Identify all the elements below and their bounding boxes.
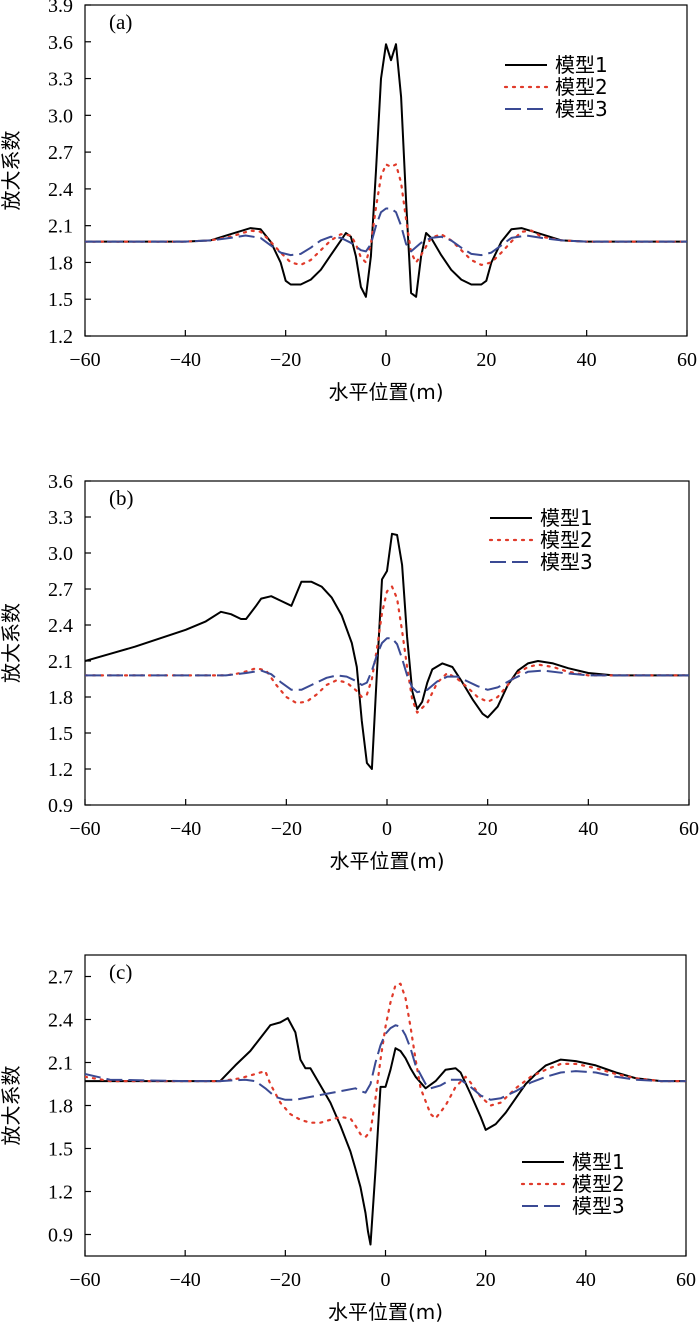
- legend-label-model-3: 模型3: [572, 1194, 625, 1218]
- series-line-model-2: [85, 982, 686, 1139]
- y-tick-label: 1.5: [48, 1139, 73, 1161]
- series-line-model-1: [85, 1017, 686, 1246]
- y-tick-label: 1.2: [48, 1182, 73, 1204]
- chart-panel-a: −60 −40 −20 0 20 40 60 1.2 1.5 1.8 2.1 2.4 2.7 3.0 3.3…: [0, 0, 697, 404]
- y-tick-label: 0.9: [48, 795, 73, 817]
- y-tick-label: 1.2: [48, 326, 73, 348]
- x-tick-label: −40: [170, 818, 201, 840]
- legend-label-model-3: 模型3: [555, 97, 608, 121]
- y-tick-label: 2.4: [48, 615, 73, 637]
- y-tick-label: 3.0: [48, 105, 73, 127]
- y-tick-label: 2.4: [48, 179, 73, 201]
- x-tick-label: −20: [270, 349, 301, 371]
- legend-label-model-1: 模型1: [555, 53, 608, 77]
- x-tick-label: 40: [577, 349, 597, 371]
- plot-frame: [84, 480, 690, 806]
- x-tick-label: −60: [69, 818, 100, 840]
- y-tick-label: 0.9: [48, 1225, 73, 1247]
- y-tick-label: 3.6: [48, 471, 73, 493]
- legend-label-model-1: 模型1: [540, 506, 593, 530]
- y-tick-label: 1.2: [48, 759, 73, 781]
- panel-label: (a): [109, 10, 132, 34]
- x-axis-label: 水平位置(m): [328, 1300, 443, 1324]
- series-line-model-3: [85, 637, 689, 694]
- y-tick-label: 3.6: [48, 32, 73, 54]
- series-line-model-2: [85, 585, 689, 714]
- x-tick-label: 40: [578, 818, 598, 840]
- x-tick-label: 20: [478, 818, 498, 840]
- x-tick-label: 40: [576, 1269, 596, 1291]
- x-tick-label: 60: [677, 349, 697, 371]
- series-line-model-2: [85, 163, 687, 266]
- x-tick-label: 0: [382, 818, 392, 840]
- x-tick-label: 0: [381, 349, 391, 371]
- series-line-model-1: [85, 532, 689, 770]
- x-tick-label: 60: [679, 818, 699, 840]
- series-line-model-1: [85, 43, 687, 298]
- legend-label-model-2: 模型2: [540, 528, 593, 552]
- y-axis-label: 放大系数: [0, 131, 23, 211]
- y-tick-label: 3.3: [48, 69, 73, 91]
- y-tick-label: 1.8: [48, 687, 73, 709]
- y-tick-label: 3.0: [48, 543, 73, 565]
- y-tick-label: 3.3: [48, 507, 73, 529]
- panel-label: (c): [109, 960, 132, 984]
- y-tick-label: 1.8: [48, 1096, 73, 1118]
- x-axis-label: 水平位置(m): [328, 380, 443, 404]
- y-tick-label: 2.7: [48, 579, 73, 601]
- y-tick-label: 2.7: [48, 967, 73, 989]
- series-line-model-3: [85, 1024, 686, 1101]
- x-tick-label: 60: [676, 1269, 696, 1291]
- y-tick-label: 2.1: [48, 651, 73, 673]
- x-axis-label: 水平位置(m): [329, 849, 444, 873]
- x-tick-label: −20: [270, 1269, 301, 1291]
- y-tick-label: 3.9: [48, 0, 73, 17]
- chart-panel-b: −60 −40 −20 0 20 40 60 0.9 1.2 1.5 1.8 2.1 2.4 2.7 3.0…: [0, 471, 699, 873]
- x-tick-label: −60: [69, 1269, 100, 1291]
- y-tick-label: 2.4: [48, 1010, 73, 1032]
- y-tick-label: 2.7: [48, 142, 73, 164]
- legend-label-model-3: 模型3: [540, 550, 593, 574]
- chart-panel-c: −60 −40 −20 0 20 40 60 0.9 1.2 1.5 1.8 2.1 2.4 2.7 水平位…: [0, 954, 696, 1324]
- y-tick-label: 1.5: [48, 289, 73, 311]
- series-line-model-3: [85, 207, 687, 257]
- x-tick-label: −40: [170, 1269, 201, 1291]
- legend-label-model-2: 模型2: [555, 75, 608, 99]
- x-tick-label: 20: [476, 1269, 496, 1291]
- legend-label-model-1: 模型1: [572, 1150, 625, 1174]
- x-tick-label: 20: [476, 349, 496, 371]
- y-tick-label: 2.1: [48, 1053, 73, 1075]
- y-axis-label: 放大系数: [0, 603, 23, 683]
- x-tick-label: 0: [381, 1269, 391, 1291]
- y-tick-label: 1.8: [48, 252, 73, 274]
- y-tick-label: 1.5: [48, 723, 73, 745]
- x-tick-label: −20: [271, 818, 302, 840]
- x-tick-label: −40: [170, 349, 201, 371]
- panel-label: (b): [109, 486, 134, 510]
- x-tick-label: −60: [69, 349, 100, 371]
- y-axis-label: 放大系数: [0, 1066, 23, 1146]
- legend-label-model-2: 模型2: [572, 1172, 625, 1196]
- y-tick-label: 2.1: [48, 216, 73, 238]
